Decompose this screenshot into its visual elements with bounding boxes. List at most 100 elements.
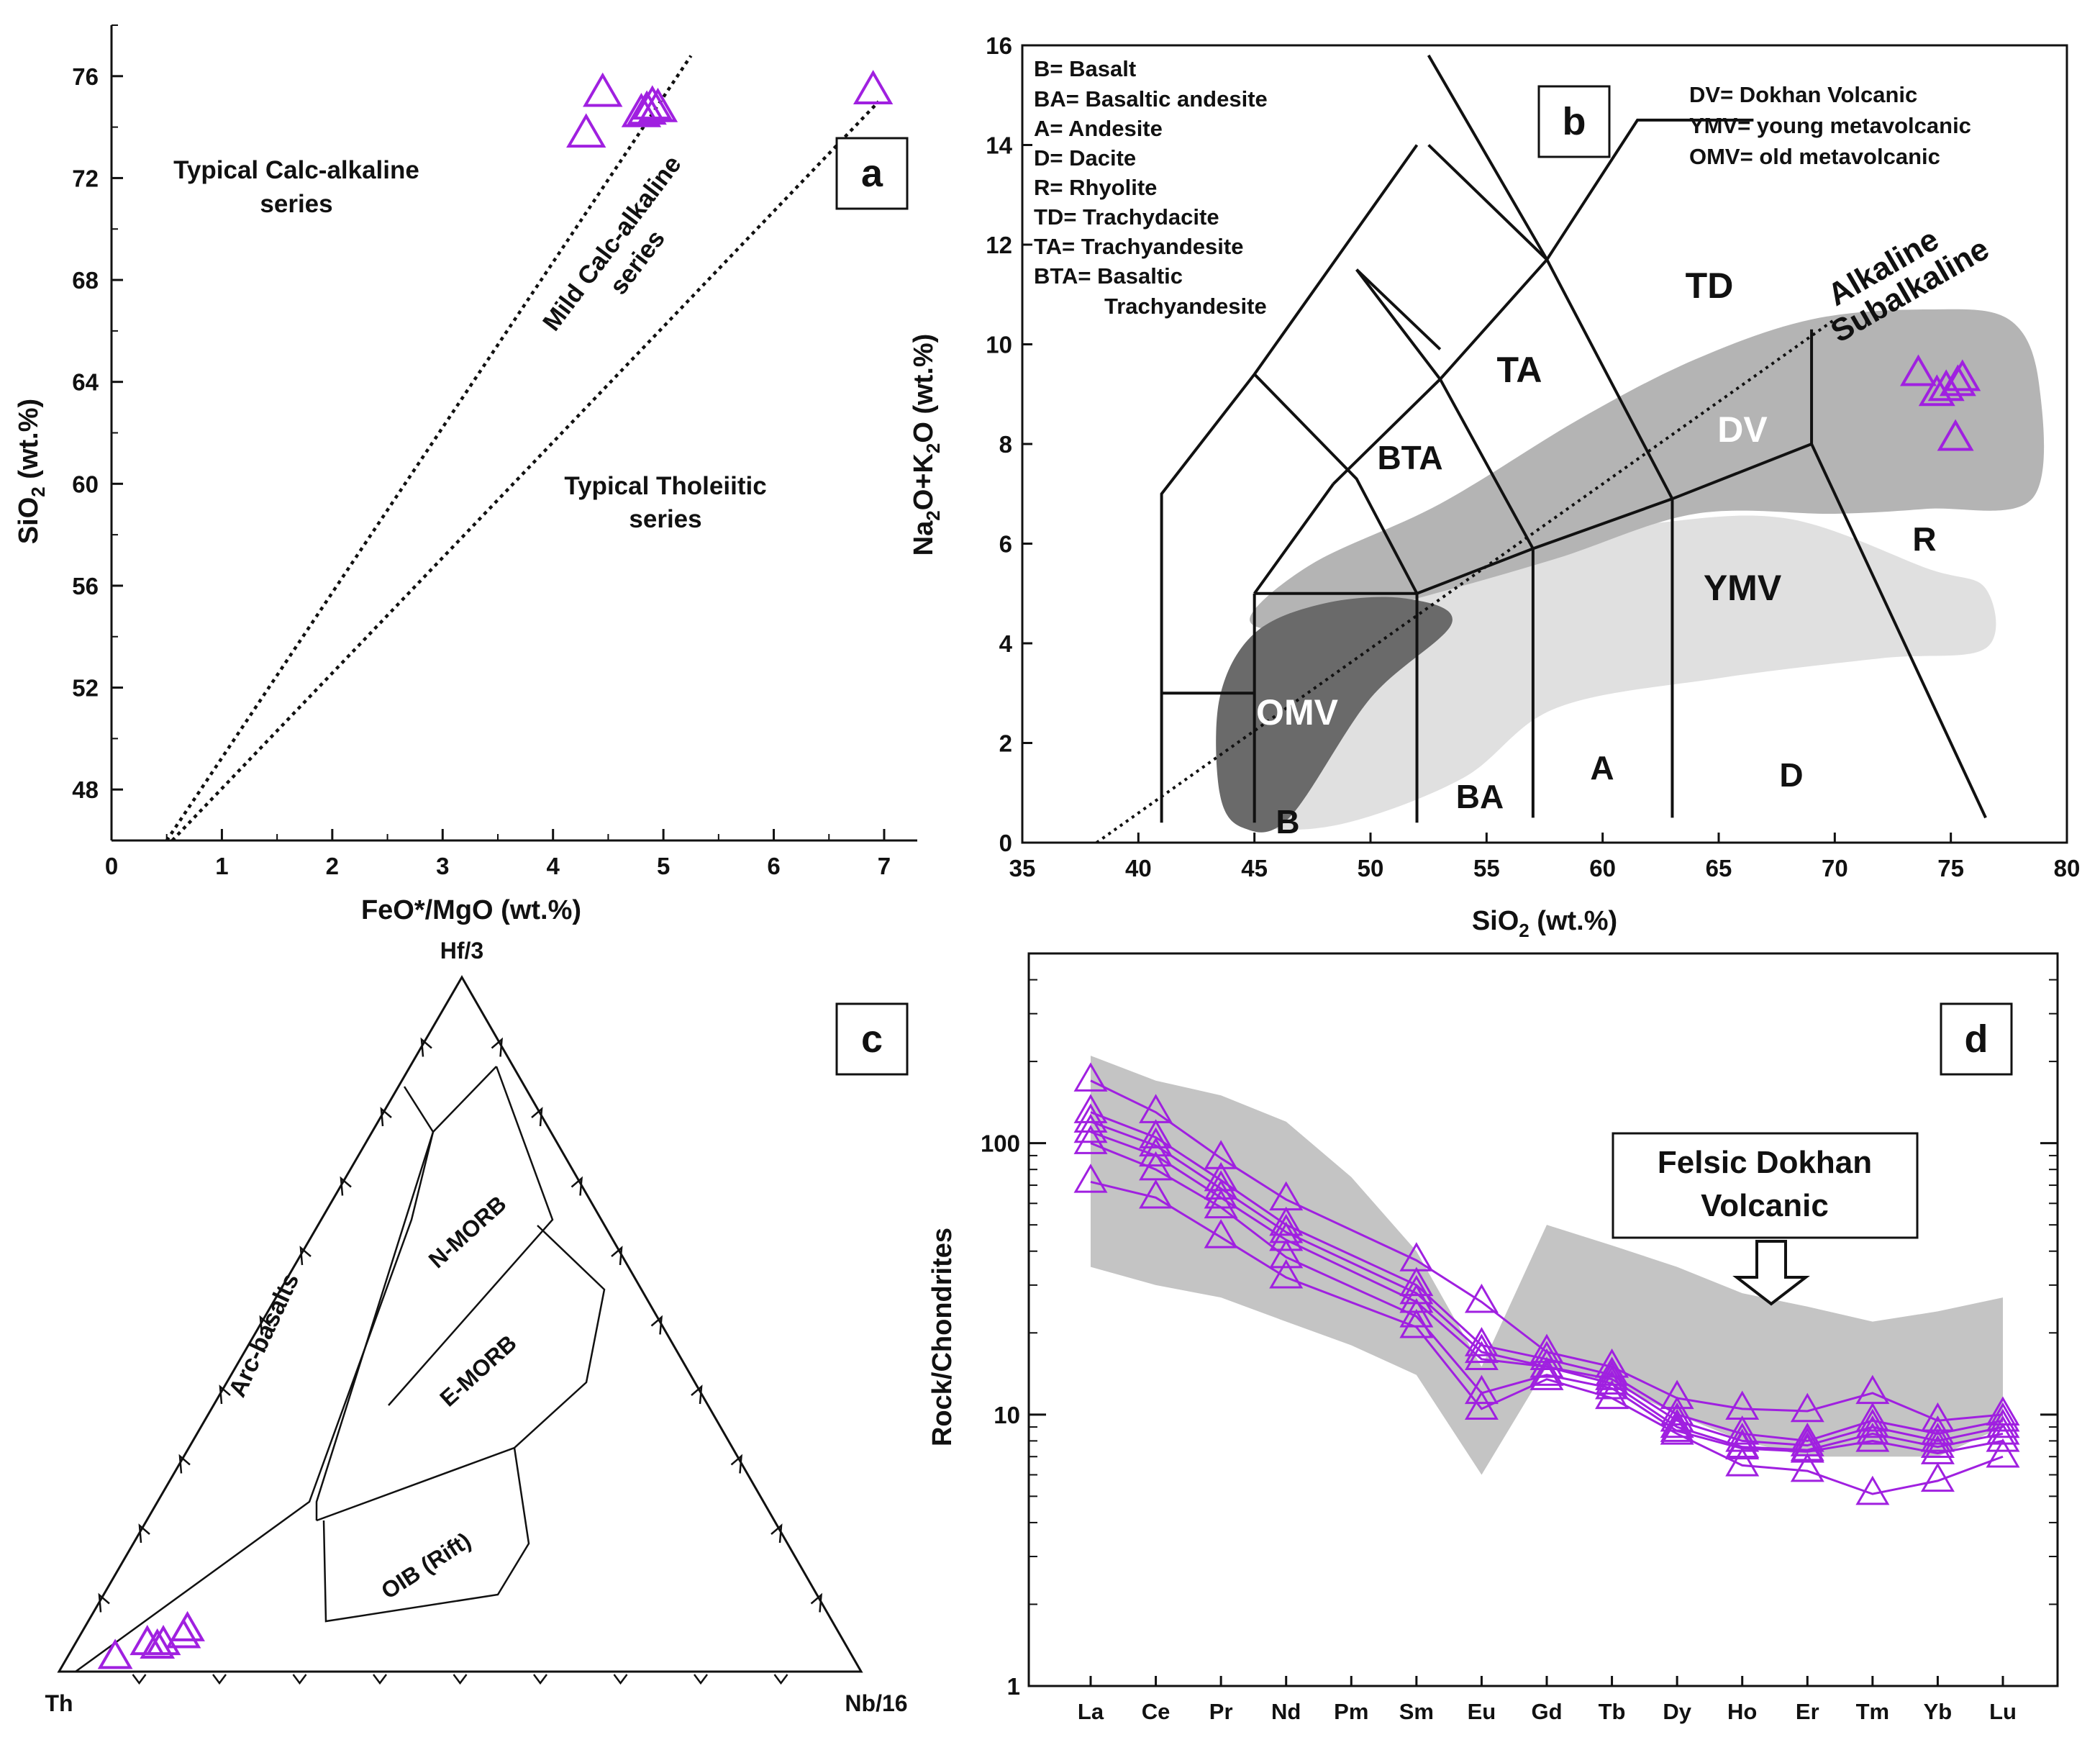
c-tick-left: [138, 1523, 150, 1544]
b-label-TD: TD: [1686, 266, 1734, 306]
a-annotation-thol-line2: series: [629, 505, 701, 533]
d-data-point: [1920, 1422, 1955, 1452]
c-label-emorb: E-MORB: [435, 1330, 522, 1412]
b-legend-left-0: B= Basalt: [1034, 56, 1136, 81]
a-annotation-calc-line1: Typical Calc-alkaline: [173, 156, 419, 184]
d-data-point: [1920, 1428, 1955, 1458]
a-y-tick-label: 76: [72, 63, 99, 90]
c-tick-right: [771, 1523, 783, 1544]
d-data-point: [1595, 1356, 1629, 1386]
d-data-point: [1464, 1283, 1499, 1313]
d-x-tick-label: Tm: [1856, 1699, 1890, 1724]
b-y-axis-label: Na2O+K2O (wt.%): [909, 334, 944, 556]
d-data-point: [1725, 1415, 1760, 1445]
d-data-point: [1986, 1415, 2020, 1445]
b-x-tick-label: 70: [1822, 855, 1848, 881]
d-annotation-line1: Felsic Dokhan: [1658, 1145, 1872, 1180]
c-apex-top: Hf/3: [440, 938, 483, 964]
d-data-point: [1269, 1221, 1304, 1251]
a-x-tick-label: 3: [436, 853, 449, 879]
d-annotation-box: [1612, 1132, 1919, 1239]
c-tick-right: [810, 1592, 822, 1613]
d-x-tick-label: Ce: [1142, 1699, 1171, 1724]
d-data-point: [1790, 1392, 1824, 1423]
a-boundary-line-0: [165, 55, 693, 842]
b-panel-label-box: [1537, 85, 1611, 158]
b-y-tick-label: 8: [999, 431, 1012, 458]
b-legend-left-2: A= Andesite: [1034, 116, 1163, 141]
d-data-point: [1464, 1341, 1499, 1371]
a-x-tick-label: 4: [547, 853, 560, 879]
b-panel-label: b: [1563, 100, 1586, 143]
b-label-YMV: YMV: [1704, 568, 1782, 608]
c-tick-bottom: [373, 1674, 387, 1685]
b-classification-line-8: [1416, 443, 1812, 595]
c-tick-left: [259, 1315, 271, 1335]
d-x-tick-label: Tb: [1599, 1699, 1626, 1724]
d-x-tick-label: Nd: [1271, 1699, 1301, 1724]
c-tick-left: [219, 1384, 231, 1405]
b-y-tick-label: 12: [986, 232, 1012, 258]
c-tick-bottom: [533, 1674, 547, 1685]
b-x-axis-label-main: SiO: [1472, 906, 1519, 936]
b-data-point: [1944, 359, 1981, 391]
b-label-A: A: [1590, 749, 1614, 787]
c-tick-right: [650, 1315, 663, 1335]
c-data-point: [170, 1610, 205, 1641]
a-data-point: [583, 72, 623, 107]
b-label-DV: DV: [1717, 409, 1768, 450]
b-legend-left-5: TD= Trachydacite: [1034, 204, 1219, 230]
b-legend-left-1: BA= Basaltic andesite: [1034, 86, 1268, 112]
d-data-point: [1855, 1415, 1890, 1445]
d-data-point: [1269, 1206, 1304, 1236]
b-classification-line-13: [1355, 268, 1535, 550]
c-tick-right: [571, 1176, 583, 1196]
d-data-point: [1660, 1415, 1694, 1445]
c-boundary-oib: [322, 1447, 530, 1623]
a-y-axis-label-sub: 2: [27, 486, 49, 497]
d-x-tick-label: Pr: [1209, 1699, 1233, 1724]
b-x-tick-label: 80: [2054, 855, 2081, 881]
b-y-tick-label: 6: [999, 531, 1012, 558]
b-label-D: D: [1779, 756, 1803, 794]
b-legend-left-6: TA= Trachyandesite: [1034, 234, 1243, 259]
a-y-tick-label: 72: [72, 165, 99, 191]
b-y-tick-label: 10: [986, 332, 1012, 358]
a-x-tick-label: 2: [326, 853, 339, 879]
a-annotation-thol-line1: Typical Tholeiitic: [564, 472, 766, 500]
d-data-point: [1139, 1179, 1173, 1209]
a-annotation-calc-line2: series: [260, 190, 332, 218]
a-data-point: [621, 93, 662, 127]
d-x-tick-label: Gd: [1531, 1699, 1562, 1724]
a-y-tick-label: 60: [72, 471, 99, 497]
c-boundary-top-left: [315, 1131, 435, 1520]
d-data-point: [1660, 1413, 1694, 1442]
d-data-point: [1399, 1266, 1434, 1297]
d-plot-frame: [1027, 952, 2059, 1687]
d-data-point: [1269, 1238, 1304, 1269]
b-label-BA: BA: [1456, 778, 1504, 815]
a-y-tick-label: 48: [72, 776, 99, 803]
d-data-point: [1855, 1408, 1890, 1438]
d-data-point: [1660, 1396, 1694, 1426]
d-data-point: [1204, 1170, 1238, 1200]
d-data-point: [1204, 1189, 1238, 1219]
c-panel-label-box: [835, 1002, 909, 1076]
d-data-point: [1529, 1341, 1564, 1371]
c-tick-left: [299, 1246, 312, 1266]
d-x-tick-label: Pm: [1334, 1699, 1368, 1724]
d-data-point: [1529, 1349, 1564, 1378]
a-panel-label-box: [835, 137, 909, 210]
c-boundary-emorb: [316, 1225, 606, 1522]
d-data-point: [1073, 1062, 1108, 1092]
c-label-oib: OIB (Rift): [376, 1527, 475, 1604]
b-y-tick-label: 14: [986, 132, 1012, 159]
d-y-tick-label: 100: [981, 1130, 1020, 1157]
c-tick-bottom: [132, 1674, 147, 1685]
b-classification-line-0: [1160, 144, 1419, 823]
a-y-tick-label: 64: [72, 369, 99, 396]
d-x-tick-label: Eu: [1468, 1699, 1496, 1724]
c-tick-left: [178, 1454, 191, 1474]
a-data-point: [627, 90, 667, 125]
